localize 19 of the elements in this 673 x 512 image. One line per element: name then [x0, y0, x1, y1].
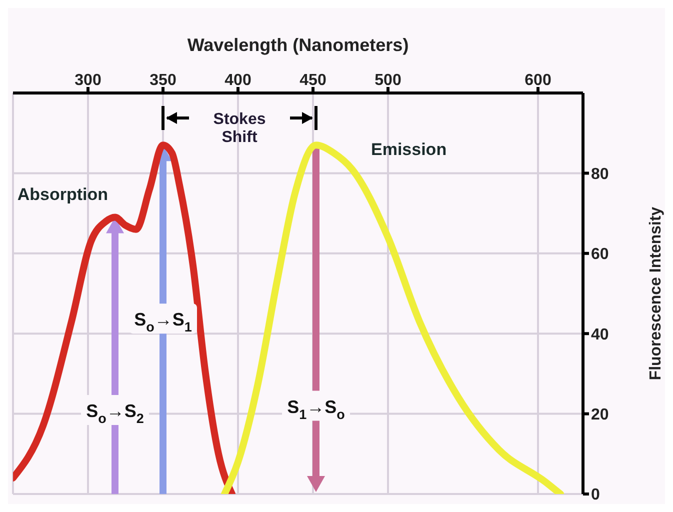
x-tick-label: 400	[224, 72, 252, 89]
y-axis-title: Fluorescence Intensity	[648, 206, 665, 380]
x-tick-label: 450	[300, 72, 326, 89]
x-tick-label: 300	[74, 72, 102, 89]
y-tick-label: 20	[591, 406, 609, 424]
y-tick-label: 80	[591, 166, 609, 183]
series-label: Emission	[371, 140, 447, 160]
series-label: Absorption	[17, 185, 108, 204]
y-tick-label: 0	[591, 486, 600, 504]
ref-line-label: S$_{o}$→S$_{1}$	[134, 310, 192, 335]
x-axis-title: Wavelength (Nanometers)	[187, 34, 409, 55]
x-tick-label: 500	[374, 72, 402, 89]
y-tick-label: 40	[591, 326, 609, 344]
annotation: Stokes Shift	[213, 111, 266, 146]
x-tick-label: 350	[150, 72, 176, 89]
ref-line-label: S$_{o}$→S$_{2}$	[86, 400, 144, 426]
y-tick-label: 60	[591, 246, 609, 264]
x-tick-label: 600	[524, 72, 552, 89]
ref-line-label: S$_{1}$→S$_{o}$	[287, 396, 345, 422]
